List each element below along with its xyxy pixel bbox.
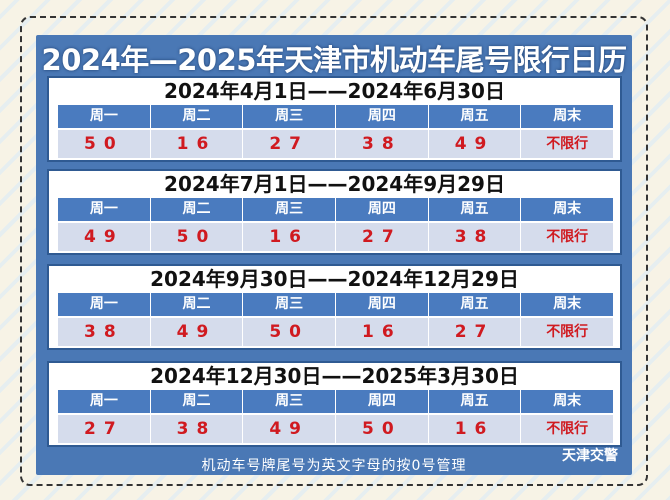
weekday-header: 周一 [58, 390, 151, 413]
weekday-header: 周二 [151, 105, 244, 128]
restricted-digits: 27 [58, 415, 151, 443]
restricted-digits: 50 [58, 130, 151, 158]
weekday-header: 周五 [429, 198, 522, 221]
weekday-header: 周五 [429, 390, 522, 413]
restricted-digits: 50 [243, 318, 337, 346]
weekday-header-row: 周一 周二 周三 周四 周五 周末 [58, 105, 613, 128]
restricted-digits: 49 [429, 130, 522, 158]
restricted-digits: 38 [429, 223, 522, 251]
weekday-header: 周五 [429, 293, 522, 316]
brand-logo: 天津交警 [562, 448, 618, 464]
restricted-digits: 27 [243, 130, 337, 158]
restricted-digits: 不限行 [546, 229, 589, 245]
calendar-panel: 2024年—2025年天津市机动车尾号限行日历 2024年4月1日——2024年… [36, 35, 632, 475]
restricted-digits: 27 [336, 223, 429, 251]
weekday-header: 周四 [336, 198, 429, 221]
restriction-row: 27 38 49 50 16 不限行 [58, 415, 613, 443]
weekday-header: 周三 [243, 293, 337, 316]
restricted-digits: 50 [151, 223, 244, 251]
period-section: 2024年9月30日——2024年12月29日 周一 周二 周三 周四 周五 周末 38 49… [47, 264, 622, 350]
restricted-digits: 不限行 [546, 324, 589, 340]
period-section: 2024年12月30日——2025年3月30日 周一 周二 周三 周四 周五 周末 27 38… [47, 361, 622, 447]
weekday-header: 周末 [553, 108, 582, 124]
weekday-header: 周一 [58, 105, 151, 128]
restricted-digits: 49 [151, 318, 244, 346]
weekday-header-row: 周一 周二 周三 周四 周五 周末 [58, 198, 613, 221]
restricted-digits: 16 [243, 223, 337, 251]
weekday-header: 周末 [553, 201, 582, 217]
weekday-header: 周一 [58, 293, 151, 316]
restricted-digits: 16 [336, 318, 429, 346]
weekday-header: 周五 [429, 105, 522, 128]
restricted-digits: 16 [429, 415, 522, 443]
restricted-digits: 不限行 [546, 136, 589, 152]
restricted-digits: 49 [243, 415, 337, 443]
period-date-range: 2024年12月30日——2025年3月30日 [150, 364, 519, 388]
period-section: 2024年7月1日——2024年9月29日 周一 周二 周三 周四 周五 周末 49 50 16… [47, 169, 622, 255]
restricted-digits: 38 [151, 415, 244, 443]
weekday-header-row: 周一 周二 周三 周四 周五 周末 [58, 293, 613, 316]
period-date-range: 2024年4月1日——2024年6月30日 [164, 79, 505, 103]
period-section: 2024年4月1日——2024年6月30日 周一 周二 周三 周四 周五 周末 50 16 27… [47, 76, 622, 162]
restricted-digits: 50 [336, 415, 429, 443]
weekday-header-row: 周一 周二 周三 周四 周五 周末 [58, 390, 613, 413]
period-date-range: 2024年9月30日——2024年12月29日 [150, 267, 519, 291]
weekday-header: 周二 [151, 293, 244, 316]
weekday-header: 周四 [336, 293, 429, 316]
weekday-header: 周三 [243, 105, 337, 128]
weekday-header: 周三 [243, 198, 337, 221]
restriction-row: 38 49 50 16 27 不限行 [58, 318, 613, 346]
weekday-header: 周末 [553, 296, 582, 312]
weekday-header: 周四 [336, 390, 429, 413]
footer-note: 机动车号牌尾号为英文字母的按0号管理 [201, 458, 467, 474]
restricted-digits: 16 [151, 130, 244, 158]
page-title: 2024年—2025年天津市机动车尾号限行日历 [41, 43, 627, 77]
restriction-row: 50 16 27 38 49 不限行 [58, 130, 613, 158]
restricted-digits: 49 [58, 223, 151, 251]
weekday-header: 周末 [553, 393, 582, 409]
weekday-header: 周一 [58, 198, 151, 221]
restricted-digits: 不限行 [546, 421, 589, 437]
restricted-digits: 38 [58, 318, 151, 346]
dashed-frame [20, 16, 648, 486]
weekday-header: 周三 [243, 390, 337, 413]
weekday-header: 周二 [151, 390, 244, 413]
restricted-digits: 27 [429, 318, 522, 346]
weekday-header: 周四 [336, 105, 429, 128]
period-date-range: 2024年7月1日——2024年9月29日 [164, 172, 505, 196]
weekday-header: 周二 [151, 198, 244, 221]
restriction-row: 49 50 16 27 38 不限行 [58, 223, 613, 251]
restricted-digits: 38 [336, 130, 429, 158]
